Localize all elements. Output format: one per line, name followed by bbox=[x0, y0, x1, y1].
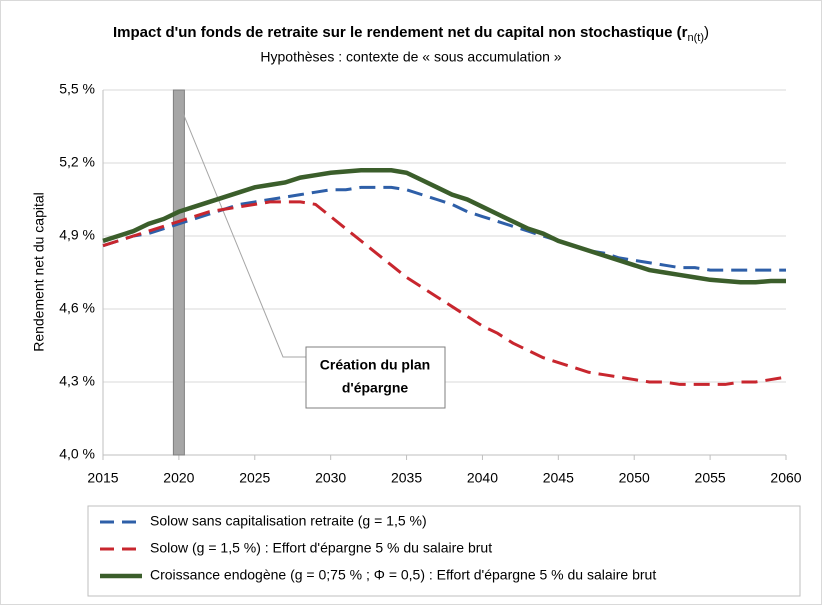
annotation-leader bbox=[178, 102, 306, 358]
title-subscript: n(t) bbox=[688, 32, 705, 44]
title-end: ) bbox=[704, 24, 709, 41]
annotation-text: Création du plan bbox=[320, 357, 430, 373]
y-tick-label: 5,5 % bbox=[59, 81, 95, 97]
series-line bbox=[102, 168, 786, 285]
x-tick-label: 2050 bbox=[619, 470, 650, 486]
chart-title: Impact d'un fonds de retraite sur le ren… bbox=[113, 24, 709, 44]
legend-label: Solow sans capitalisation retraite (g = … bbox=[150, 513, 427, 529]
y-tick-label: 4,9 % bbox=[59, 227, 95, 243]
y-tick-label: 4,3 % bbox=[59, 373, 95, 389]
y-tick-label: 4,6 % bbox=[59, 300, 95, 316]
legend-label: Solow (g = 1,5 %) : Effort d'épargne 5 %… bbox=[150, 540, 492, 556]
x-tick-label: 2015 bbox=[87, 470, 118, 486]
series-line bbox=[102, 185, 786, 272]
series-line bbox=[102, 200, 787, 386]
legend-box bbox=[87, 505, 801, 597]
x-tick-label: 2020 bbox=[163, 470, 194, 486]
title-main: Impact d'un fonds de retraite sur le ren… bbox=[113, 24, 688, 41]
annotation-box bbox=[305, 346, 446, 409]
y-axis-label: Rendement net du capital bbox=[31, 192, 47, 352]
subtitle: Hypothèses : contexte de « sous accumula… bbox=[260, 49, 561, 65]
x-tick-label: 2035 bbox=[391, 470, 422, 486]
x-tick-label: 2055 bbox=[695, 470, 726, 486]
x-tick-label: 2045 bbox=[543, 470, 574, 486]
annotation-text: d'épargne bbox=[342, 380, 409, 396]
legend-label: Croissance endogène (g = 0;75 % ; Φ = 0,… bbox=[150, 567, 656, 583]
x-tick-label: 2030 bbox=[315, 470, 346, 486]
x-tick-label: 2060 bbox=[770, 470, 801, 486]
x-tick-label: 2040 bbox=[467, 470, 498, 486]
x-tick-label: 2025 bbox=[239, 470, 270, 486]
y-tick-label: 4,0 % bbox=[59, 446, 95, 462]
event-band bbox=[172, 89, 185, 456]
y-tick-label: 5,2 % bbox=[59, 154, 95, 170]
